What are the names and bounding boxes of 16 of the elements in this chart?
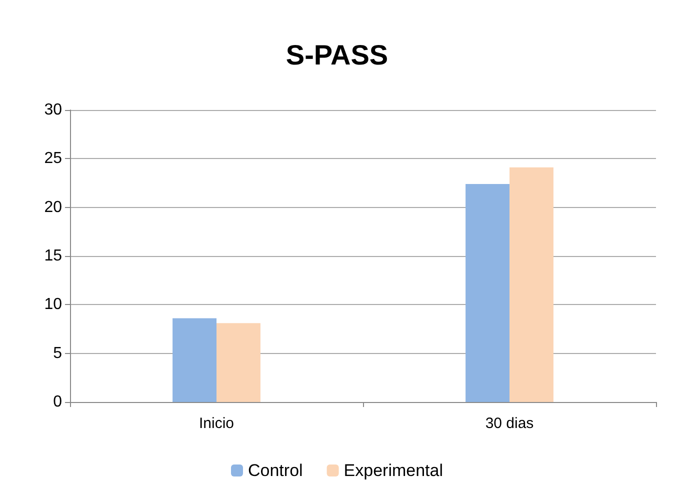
bar bbox=[510, 167, 554, 402]
y-tick-label: 20 bbox=[44, 198, 62, 216]
y-tick-label: 10 bbox=[44, 296, 62, 314]
chart-title: S-PASS bbox=[286, 40, 388, 70]
legend-label: Experimental bbox=[344, 461, 444, 480]
y-tick-label: 15 bbox=[44, 248, 62, 264]
x-tick-label: 30 dias bbox=[485, 415, 534, 432]
y-tick-label: 25 bbox=[44, 150, 62, 168]
bar bbox=[216, 323, 260, 402]
x-tick-label: Inicio bbox=[198, 415, 234, 432]
bar bbox=[466, 184, 510, 402]
bar bbox=[172, 318, 216, 402]
y-tick-label: 5 bbox=[53, 344, 62, 362]
y-tick-label: 30 bbox=[44, 102, 62, 118]
y-tick-label: 0 bbox=[53, 394, 62, 410]
legend-label: Control bbox=[248, 461, 303, 480]
